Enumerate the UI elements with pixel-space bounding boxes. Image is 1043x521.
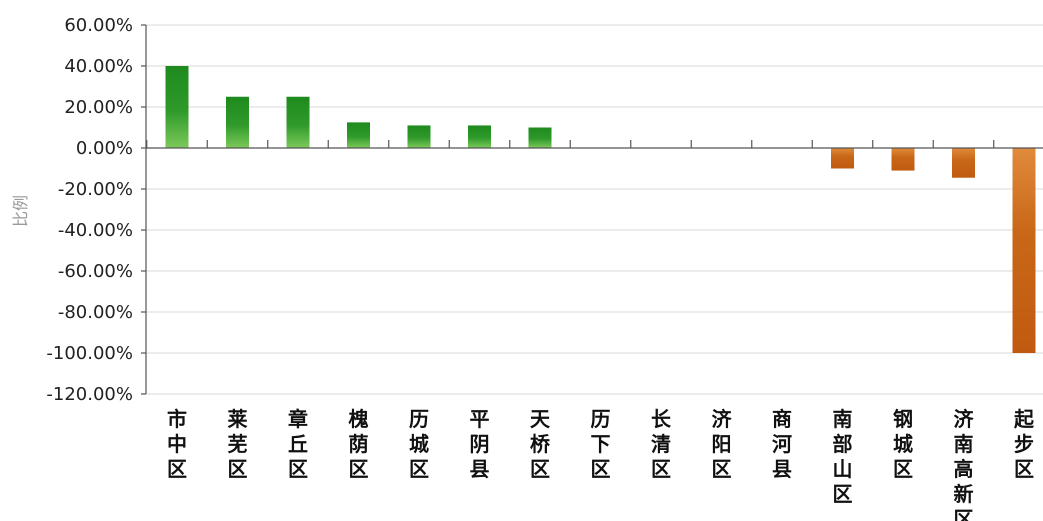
x-category-label: 长清区 xyxy=(651,407,672,481)
y-tick-label: -20.00% xyxy=(58,179,133,200)
y-tick-labels: 60.00% 40.00% 20.00% 0.00% -20.00% -40.00% -60… xyxy=(46,15,133,405)
x-category-label: 市中区 xyxy=(167,407,187,481)
bar-起步区 xyxy=(1012,148,1036,353)
bar-钢城区 xyxy=(891,148,915,171)
bar-市中区 xyxy=(165,66,189,148)
bar-莱芜区 xyxy=(226,96,249,148)
bar-南部山区 xyxy=(831,148,854,169)
x-category-label: 济南高新区 xyxy=(954,407,975,521)
y-tick-label: -100.00% xyxy=(46,343,133,364)
x-category-label: 莱芜区 xyxy=(228,407,248,481)
y-tick-label: 20.00% xyxy=(64,97,133,118)
bar-章丘区 xyxy=(286,96,310,148)
y-tick-label: 40.00% xyxy=(64,56,133,77)
bar-天桥区 xyxy=(528,127,552,148)
x-category-label: 天桥区 xyxy=(530,407,551,481)
y-tick-label: -60.00% xyxy=(58,261,133,282)
x-category-label: 章丘区 xyxy=(288,407,308,481)
bar-平阴县 xyxy=(468,125,491,148)
y-tick-label: 0.00% xyxy=(76,138,133,159)
x-category-label: 历下区 xyxy=(591,407,611,481)
axes xyxy=(141,24,1043,395)
x-category-label: 南部山区 xyxy=(833,407,853,506)
x-category-label: 济阳区 xyxy=(712,407,733,481)
bar-济南高新区 xyxy=(952,148,975,178)
x-category-label: 商河县 xyxy=(772,407,792,481)
x-category-labels: 市中区 莱芜区 章丘区 槐荫区 历城区 平阴县 天桥区 历下区 长清区 济阳区 商河县 南部山区 钢城区… xyxy=(167,407,1035,521)
y-axis-title: 比例 xyxy=(11,195,30,227)
bars xyxy=(165,66,1036,353)
x-category-label: 平阴县 xyxy=(470,407,490,481)
y-tick-label: -80.00% xyxy=(58,302,133,323)
x-category-label: 槐荫区 xyxy=(348,407,369,481)
y-tick-label: -120.00% xyxy=(46,384,133,405)
y-tick-label: 60.00% xyxy=(64,15,133,36)
x-category-label: 起步区 xyxy=(1013,407,1035,481)
x-category-label: 历城区 xyxy=(409,407,429,481)
x-category-label: 钢城区 xyxy=(893,407,913,481)
y-tick-label: -40.00% xyxy=(58,220,133,241)
bar-历城区 xyxy=(407,125,431,148)
bar-槐荫区 xyxy=(347,122,370,148)
gridlines xyxy=(146,24,1043,395)
